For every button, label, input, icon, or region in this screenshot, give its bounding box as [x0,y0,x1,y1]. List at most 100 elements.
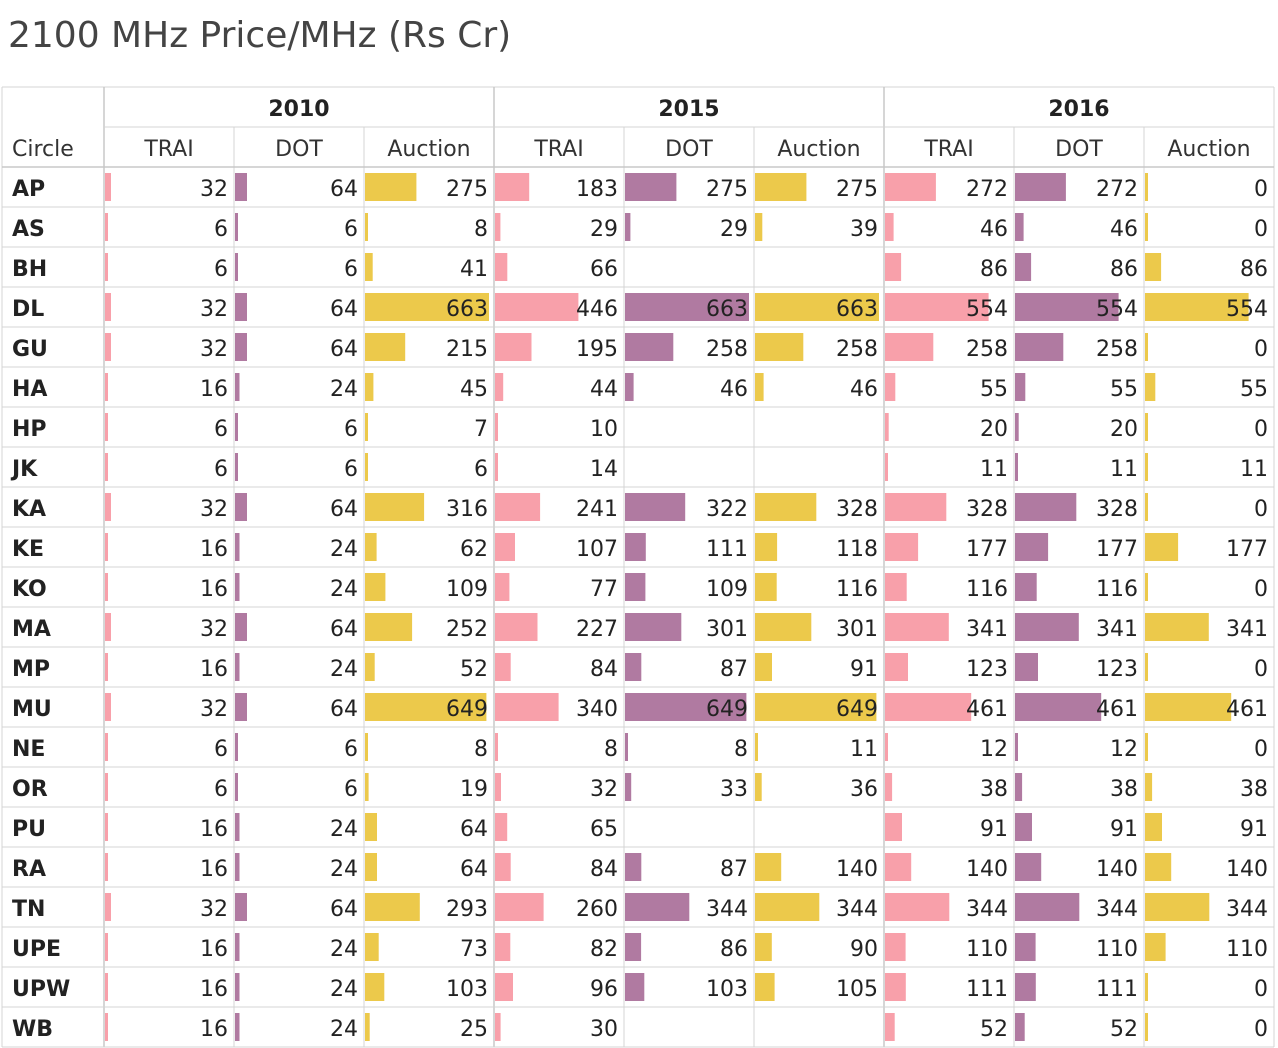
value-2010-trai-gu: 32 [200,337,228,362]
value-2016-trai-tn: 344 [966,897,1008,922]
value-2015-dot-mp: 87 [720,657,748,682]
value-2015-trai-ke: 107 [576,537,618,562]
bar-2016-trai-ka [885,493,947,521]
bar-2015-auction-ap [755,173,807,201]
value-2016-trai-wb: 52 [980,1017,1008,1042]
bar-2016-auction-ma [1145,613,1209,641]
bar-2016-auction-bh [1145,253,1162,281]
bar-2015-auction-ko [755,573,777,601]
bar-2015-trai-upw [495,973,513,1001]
value-2015-dot-upe: 86 [720,937,748,962]
value-2010-trai-ne: 6 [214,737,228,762]
column-header-2015-dot: DOT [665,137,713,162]
value-2016-trai-upw: 111 [966,977,1008,1002]
bar-2016-auction-ha [1145,373,1156,401]
value-2015-auction-ap: 275 [836,177,878,202]
bar-2016-auction-ka [1145,493,1148,521]
bar-2016-auction-upe [1145,933,1166,961]
row-label-ke: KE [12,537,44,562]
column-header-2010-trai: TRAI [143,137,193,162]
value-2010-dot-jk: 6 [344,457,358,482]
column-header-2010-dot: DOT [275,137,323,162]
value-2010-auction-as: 8 [474,217,488,242]
value-2015-auction-as: 39 [850,217,878,242]
bar-2015-trai-upe [495,933,511,961]
value-2016-trai-mu: 461 [966,697,1008,722]
value-2010-dot-mp: 24 [330,657,358,682]
bar-2016-auction-mu [1145,693,1232,721]
bar-2015-trai-mu [495,693,559,721]
value-2016-dot-ko: 116 [1096,577,1138,602]
bar-2010-auction-mu [365,693,487,721]
value-2010-dot-pu: 24 [330,817,358,842]
bar-2016-trai-ra [885,853,912,881]
value-2010-dot-dl: 64 [330,297,358,322]
value-2010-dot-ap: 64 [330,177,358,202]
bar-2016-auction-wb [1145,1013,1148,1041]
value-2010-dot-tn: 64 [330,897,358,922]
bar-2015-dot-dl [625,293,749,321]
bar-2016-trai-ap [885,173,936,201]
value-2016-trai-hp: 20 [980,417,1008,442]
bar-2016-auction-dl [1145,293,1249,321]
value-2015-auction-ma: 301 [836,617,878,642]
bar-2015-trai-ke [495,533,515,561]
bar-2010-trai-ma [105,613,111,641]
bar-2016-trai-jk [885,453,888,481]
bar-2016-trai-upw [885,973,906,1001]
bar-2015-trai-gu [495,333,532,361]
bar-2016-trai-as [885,213,894,241]
bar-2016-trai-ma [885,613,949,641]
bar-2010-auction-ka [365,493,425,521]
row-label-or: OR [12,777,48,802]
value-2015-auction-ke: 118 [836,537,878,562]
value-2016-trai-ha: 55 [980,377,1008,402]
bar-2010-auction-as [365,213,368,241]
value-2016-dot-or: 38 [1110,777,1138,802]
bar-2010-trai-ka [105,493,111,521]
bar-2016-auction-upw [1145,973,1148,1001]
value-2010-auction-mu: 649 [446,697,488,722]
value-2015-trai-dl: 446 [576,297,618,322]
bar-2015-dot-ma [625,613,682,641]
row-label-wb: WB [12,1017,53,1042]
value-2015-auction-ra: 140 [836,857,878,882]
bar-2010-dot-tn [235,893,247,921]
bar-2010-auction-jk [365,453,368,481]
bar-2016-trai-dl [885,293,989,321]
bar-2016-trai-ke [885,533,919,561]
value-2016-dot-ka: 328 [1096,497,1138,522]
value-2010-trai-jk: 6 [214,457,228,482]
bar-2015-trai-ra [495,853,511,881]
value-2015-auction-dl: 663 [836,297,878,322]
value-2015-auction-upw: 105 [836,977,878,1002]
value-2016-trai-gu: 258 [966,337,1008,362]
bar-2016-dot-bh [1015,253,1032,281]
value-2015-auction-mu: 649 [836,697,878,722]
bar-2015-dot-gu [625,333,674,361]
value-2015-trai-ap: 183 [576,177,618,202]
value-2010-trai-upw: 16 [200,977,228,1002]
value-2010-dot-ha: 24 [330,377,358,402]
bar-2016-trai-mp [885,653,908,681]
value-2016-auction-ha: 55 [1240,377,1268,402]
bar-2016-dot-ra [1015,853,1042,881]
bar-2015-dot-tn [625,893,690,921]
value-2016-trai-dl: 554 [966,297,1008,322]
value-2016-auction-ke: 177 [1226,537,1268,562]
bar-2016-trai-wb [885,1013,895,1041]
bar-2015-dot-ap [625,173,677,201]
bar-2010-dot-ap [235,173,247,201]
bar-2016-trai-mu [885,693,972,721]
bar-2010-trai-ne [105,733,108,761]
bar-2016-trai-pu [885,813,902,841]
value-2016-dot-ap: 272 [1096,177,1138,202]
value-2010-auction-or: 19 [460,777,488,802]
bar-2015-dot-ke [625,533,646,561]
value-2016-trai-bh: 86 [980,257,1008,282]
bar-2015-auction-upw [755,973,775,1001]
column-header-2016-dot: DOT [1055,137,1103,162]
value-2016-dot-jk: 11 [1110,457,1138,482]
value-2015-trai-upe: 82 [590,937,618,962]
bar-2015-trai-ap [495,173,530,201]
